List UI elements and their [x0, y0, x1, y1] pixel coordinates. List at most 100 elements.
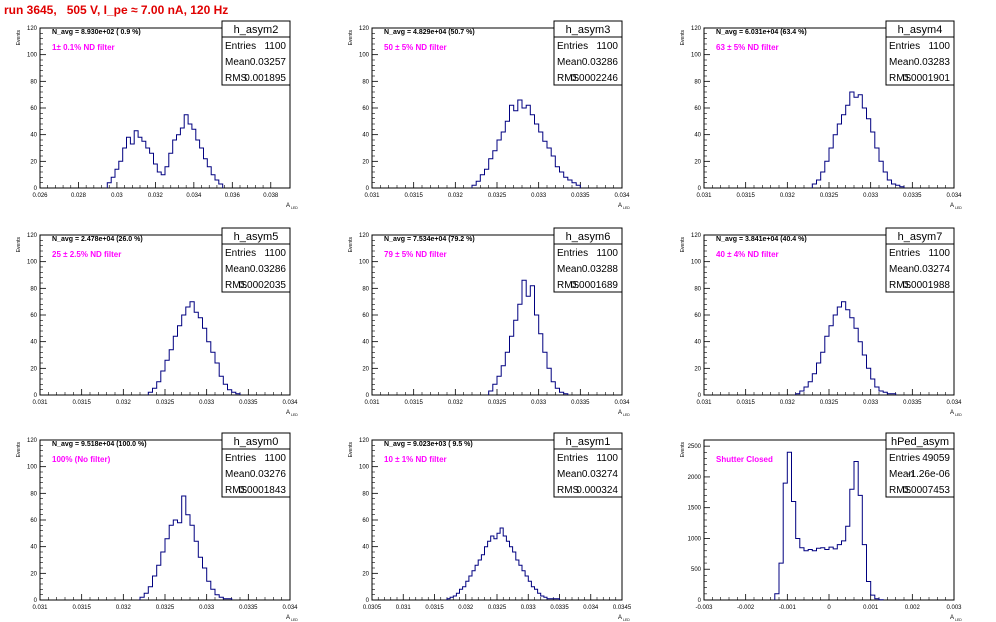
- y-axis-label: Events: [348, 30, 354, 46]
- stats-label: Mean: [225, 469, 250, 480]
- x-tick-label: 0.0335: [550, 605, 569, 611]
- stats-label: Mean: [889, 57, 914, 68]
- y-tick-label: 500: [691, 567, 702, 573]
- n-avg-label: N_avg = 6.031e+04 (63.4 %): [716, 29, 807, 36]
- x-tick-label: -0.001: [779, 605, 797, 611]
- x-axis-label: A: [286, 410, 290, 416]
- x-tick-label: 0.031: [696, 193, 712, 199]
- filter-label: 40 ± 4% ND filter: [716, 250, 779, 259]
- y-tick-label: 20: [30, 159, 37, 165]
- x-axis-label: A: [618, 615, 622, 621]
- stats-box: [885, 432, 955, 498]
- x-axis-label: A: [286, 203, 290, 209]
- x-tick-label: 0.033: [863, 400, 879, 406]
- y-tick-label: 0: [698, 598, 702, 604]
- filter-label: 63 ± 5% ND filter: [716, 43, 779, 52]
- stats-value: 1100: [596, 41, 618, 52]
- stats-title: h_asym2: [234, 24, 279, 36]
- x-tick-label: 0.031: [396, 605, 412, 611]
- stats-title: h_asym5: [234, 231, 279, 243]
- x-tick-label: 0.031: [32, 400, 48, 406]
- stats-label: Mean: [557, 57, 582, 68]
- x-tick-label: 0.034: [946, 400, 962, 406]
- y-tick-label: 80: [694, 79, 701, 85]
- x-axis-label: A: [950, 410, 954, 416]
- x-tick-label: 0.0325: [820, 400, 839, 406]
- histogram-hPed_asym: -0.003 -0.002 -0.001 0 0.001 0.002 0.003 0 500 10…: [680, 432, 962, 622]
- stats-box: [885, 20, 955, 86]
- y-tick-label: 40: [362, 340, 369, 346]
- stats-box: [221, 432, 291, 498]
- histogram-h_asym5: 0.031 0.0315 0.032 0.0325 0.033 0.0335 0.034 0 2…: [16, 227, 298, 417]
- x-tick-label: 0.034: [946, 193, 962, 199]
- x-tick-label: 0.002: [905, 605, 921, 611]
- y-tick-label: 80: [30, 286, 37, 292]
- x-tick-label: -0.002: [737, 605, 755, 611]
- y-tick-label: 60: [30, 313, 37, 319]
- x-axis-label-subscript: LED: [955, 618, 962, 622]
- y-axis-label: Events: [348, 237, 354, 253]
- x-tick-label: 0.033: [199, 400, 215, 406]
- y-tick-label: 40: [30, 545, 37, 551]
- x-tick-label: 0.026: [32, 193, 48, 199]
- stats-value: 0.03274: [582, 469, 619, 480]
- x-tick-label: 0.028: [71, 193, 87, 199]
- y-tick-label: 0: [366, 598, 370, 604]
- x-tick-label: 0.031: [32, 605, 48, 611]
- x-tick-label: 0.0315: [404, 193, 423, 199]
- x-tick-label: 0.001: [863, 605, 879, 611]
- y-axis-label: Events: [680, 237, 686, 253]
- x-axis-label: A: [618, 203, 622, 209]
- stats-value: -1.26e-06: [907, 469, 950, 480]
- x-tick-label: 0.032: [448, 193, 464, 199]
- stats-value: 0.03286: [582, 57, 619, 68]
- x-tick-label: 0.033: [521, 605, 537, 611]
- y-tick-label: 80: [30, 491, 37, 497]
- y-tick-label: 20: [694, 366, 701, 372]
- x-tick-label: 0.032: [458, 605, 474, 611]
- y-tick-label: 60: [362, 106, 369, 112]
- n-avg-label: N_avg = 2.478e+04 (26.0 %): [52, 236, 143, 243]
- stats-value: 1100: [264, 453, 286, 464]
- x-tick-label: 0.033: [531, 193, 547, 199]
- histogram-line: [446, 527, 560, 600]
- y-tick-label: 40: [362, 545, 369, 551]
- stats-label: RMS: [225, 280, 248, 291]
- histogram-line: [811, 91, 905, 188]
- x-tick-label: 0.032: [148, 193, 164, 199]
- x-tick-label: 0.034: [583, 605, 599, 611]
- histogram-line: [488, 279, 569, 395]
- x-tick-label: 0.0315: [736, 193, 755, 199]
- stats-value: 0.03257: [250, 57, 287, 68]
- stats-value: 0.0002246: [571, 73, 619, 84]
- histogram-h_asym1: 0.0305 0.031 0.0315 0.032 0.0325 0.033 0.0335 0…: [348, 432, 632, 622]
- stats-value: 0.03288: [582, 264, 619, 275]
- x-tick-label: 0.032: [780, 193, 796, 199]
- stats-label: RMS: [889, 280, 912, 291]
- x-tick-label: 0.031: [364, 193, 380, 199]
- stats-label: Entries: [225, 41, 256, 52]
- histogram-h_asym7: 0.031 0.0315 0.032 0.0325 0.033 0.0335 0.034 0 2…: [680, 227, 962, 417]
- filter-label: 25 ± 2.5% ND filter: [52, 250, 121, 259]
- y-axis-label: Events: [16, 237, 22, 253]
- n-avg-label: N_avg = 3.841e+04 (40.4 %): [716, 236, 807, 243]
- x-axis-label: A: [950, 615, 954, 621]
- x-tick-label: 0.032: [116, 400, 132, 406]
- y-axis-label: Events: [348, 442, 354, 458]
- y-tick-label: 20: [694, 159, 701, 165]
- x-tick-label: 0.034: [282, 605, 298, 611]
- x-tick-label: 0.031: [364, 400, 380, 406]
- y-tick-label: 0: [366, 393, 370, 399]
- y-tick-label: 60: [694, 106, 701, 112]
- y-tick-label: 0: [698, 186, 702, 192]
- filter-label: 10 ± 1% ND filter: [384, 455, 447, 464]
- x-tick-label: 0.0315: [736, 400, 755, 406]
- x-axis-label: A: [618, 410, 622, 416]
- stats-value: 0.03274: [914, 264, 951, 275]
- stats-label: RMS: [889, 73, 912, 84]
- filter-label: 1± 0.1% ND filter: [52, 43, 115, 52]
- x-tick-label: 0.032: [116, 605, 132, 611]
- x-tick-label: 0.0335: [571, 193, 590, 199]
- y-tick-label: 40: [30, 340, 37, 346]
